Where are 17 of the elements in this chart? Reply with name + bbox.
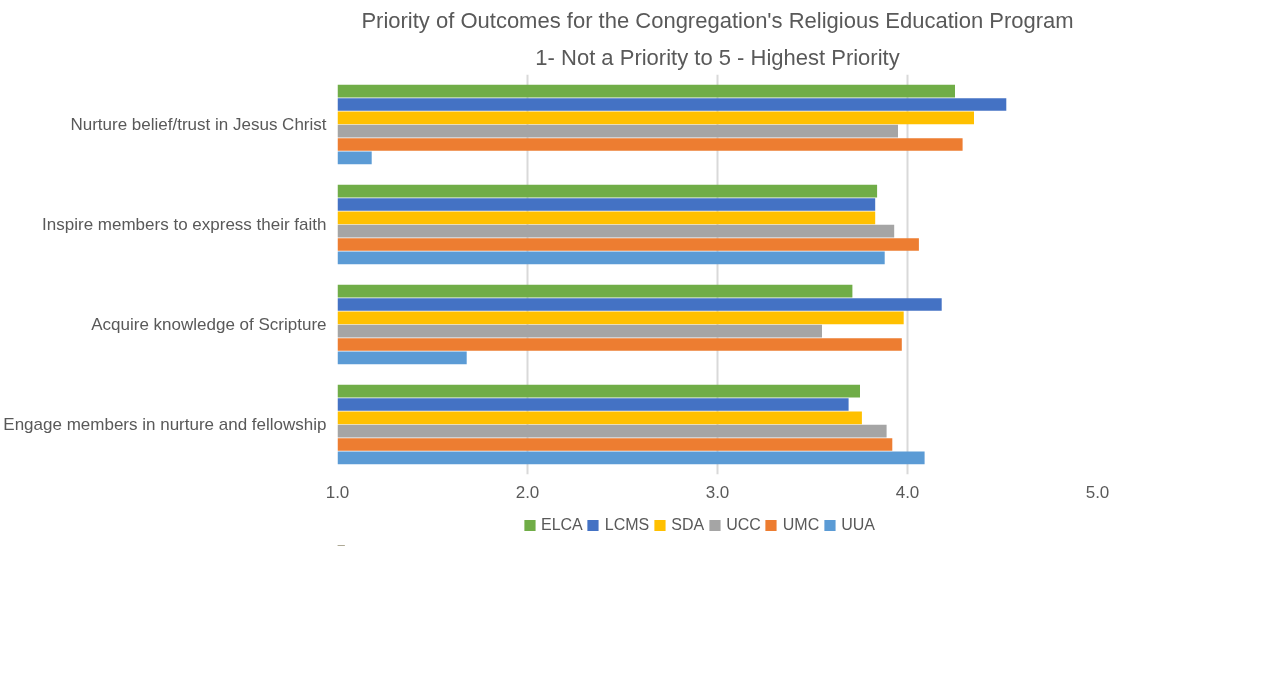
x-tick-label: 2.0 [515,482,540,502]
y-tick-label: Inspire members to express their faith [42,215,327,234]
legend-label: LCMS [604,516,650,534]
x-tick-label: 5.0 [1085,482,1110,502]
y-tick-label: Engage members in nurture and fellowship [3,415,327,434]
x-tick-label: 3.0 [705,482,730,502]
chart-title: Priority of Outcomes for the Congregation's Religious Education Program [361,7,1074,33]
x-tick-label: 1.0 [325,482,350,502]
x-tick-label: 4.0 [895,482,920,502]
legend-label: SDA [671,516,705,534]
y-tick-label: Acquire knowledge of Scripture [91,315,327,334]
legend-label: ELCA [540,516,583,534]
legend-label: UUA [841,516,876,534]
y-tick-label: Nurture belief/trust in Jesus Christ [70,115,327,134]
chart-subtitle: 1- Not a Priority to 5 - Highest Priority [535,44,900,70]
legend-label: UCC [726,516,761,534]
legend-label: UMC [782,516,820,534]
